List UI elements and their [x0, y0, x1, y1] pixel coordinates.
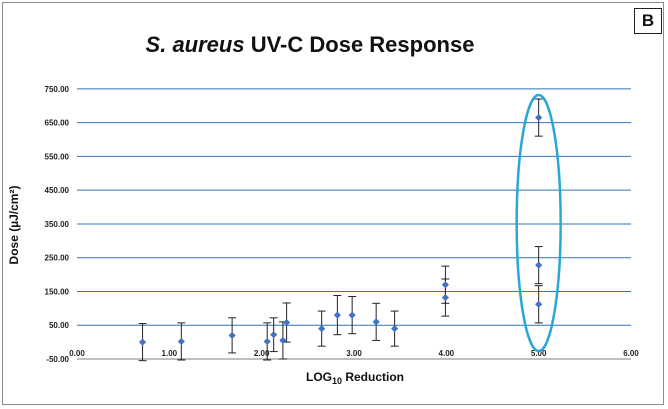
data-points	[138, 113, 543, 346]
data-point	[279, 336, 287, 345]
x-axis-label-sub: 10	[332, 376, 342, 386]
x-tick-label: 2.00	[254, 349, 270, 358]
y-tick-label: 450.00	[45, 186, 70, 195]
x-tick-label: 6.00	[623, 349, 639, 358]
x-tick-label: 1.00	[162, 349, 178, 358]
y-tick-label: 550.00	[45, 152, 70, 161]
data-point	[348, 311, 356, 319]
gridlines	[77, 88, 631, 360]
x-axis-label-main: LOG	[306, 370, 332, 384]
y-tick-labels: -50.00 50.00 150.00 250.00 350.00 450.00 550.0…	[45, 85, 70, 364]
highlight-group	[515, 93, 562, 353]
highlight-ellipse	[515, 93, 562, 353]
chart-frame	[2, 2, 664, 405]
chart-title: S. aureus UV-C Dose Response	[146, 32, 475, 57]
x-tick-label: 4.00	[439, 349, 455, 358]
y-tick-label: -50.00	[46, 355, 69, 364]
y-tick-label: 350.00	[45, 220, 70, 229]
data-point	[535, 261, 543, 269]
data-point	[263, 337, 271, 346]
data-point	[535, 300, 543, 308]
x-tick-label: 0.00	[69, 349, 85, 358]
data-point	[535, 113, 543, 122]
x-tick-label: 5.00	[531, 349, 547, 358]
x-tick-label: 3.00	[346, 349, 362, 358]
data-point	[441, 281, 450, 289]
data-point	[270, 331, 278, 339]
x-tick-labels: 0.00 1.00 2.00 3.00 4.00 5.00 6.00	[69, 349, 639, 358]
data-point	[318, 325, 326, 333]
data-point	[282, 318, 291, 327]
y-tick-label: 650.00	[45, 119, 70, 128]
x-axis-label: LOG10 Reduction	[306, 370, 404, 386]
error-bars	[138, 98, 543, 362]
chart-title-italic: S. aureus	[146, 32, 245, 57]
y-axis-label: Dose (µJ/cm²)	[7, 186, 21, 265]
data-point	[441, 293, 450, 302]
y-tick-label: 250.00	[45, 254, 70, 263]
chart-title-rest: UV-C Dose Response	[245, 32, 475, 57]
data-point	[372, 318, 380, 326]
y-tick-label: 150.00	[45, 287, 70, 296]
y-tick-label: 750.00	[45, 85, 70, 94]
x-axis-label-tail: Reduction	[342, 370, 404, 384]
y-tick-label: 50.00	[49, 321, 70, 330]
data-point	[333, 311, 341, 319]
panel-label: B	[634, 8, 662, 34]
data-point	[177, 337, 185, 346]
data-point	[391, 325, 399, 333]
data-point	[138, 338, 147, 346]
data-point	[228, 331, 236, 339]
